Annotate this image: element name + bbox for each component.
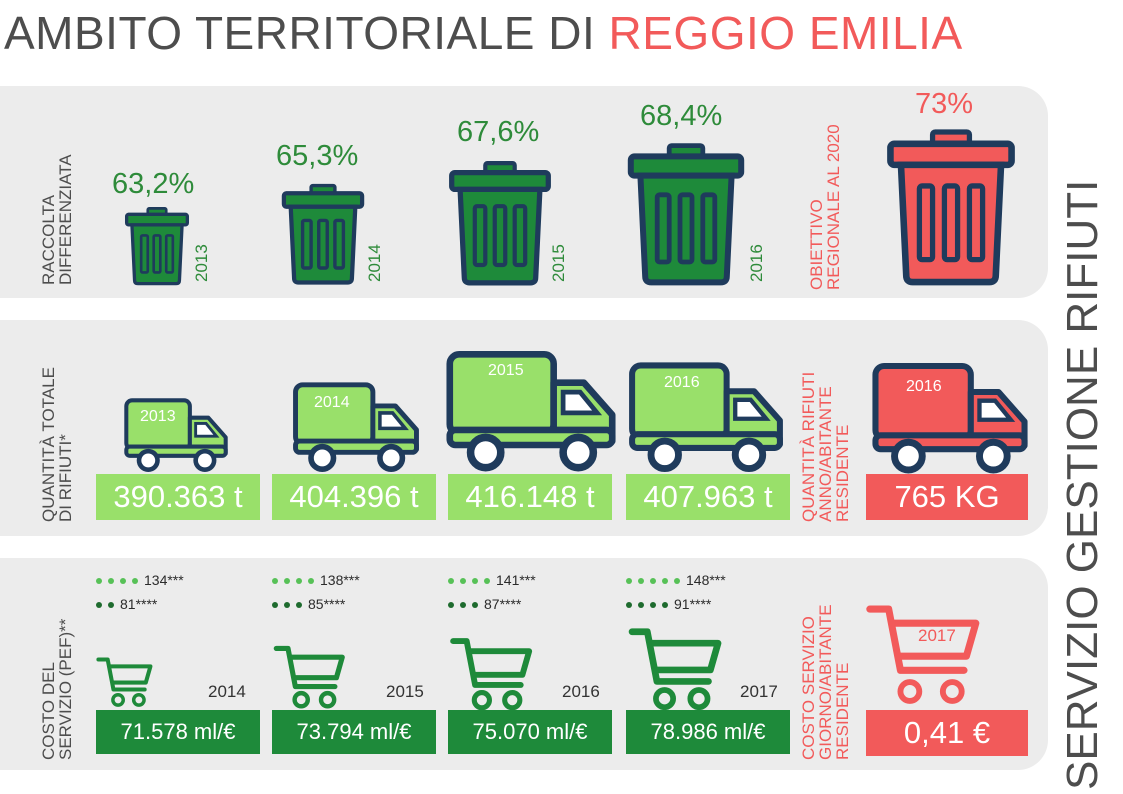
raccolta-year-2014: 2014: [365, 244, 384, 282]
costo-dots-a-2016: 141***: [448, 572, 536, 588]
cart-icon-2016: [450, 638, 533, 711]
quantita-per-capita-label: QUANTITÀ RIFIUTI ANNO/ABITANTE RESIDENTE: [799, 371, 852, 522]
truck-icon-2015: [446, 351, 616, 472]
raccolta-value-2016: 68,4%: [640, 100, 723, 132]
quantita-value-2014: 404.396 t: [272, 474, 436, 520]
truck-icon-2014: [293, 382, 419, 472]
raccolta-value-2014: 65,3%: [276, 140, 359, 172]
costo-value-2015: 73.794 ml/€: [272, 710, 436, 754]
costo-b-2016: 87****: [484, 596, 522, 612]
quantita-value-2016: 407.963 t: [626, 474, 790, 520]
costo-per-day-label: COSTO SERVIZIO GIORNO/ABITANTE RESIDENTE: [799, 604, 852, 760]
raccolta-label: RACCOLTA DIFFERENZIATA: [39, 154, 75, 285]
raccolta-year-2015: 2015: [549, 244, 568, 282]
quantita-year-2015: 2015: [488, 362, 524, 379]
raccolta-year-2013: 2013: [192, 244, 211, 282]
costo-dots-a-2017: 148***: [626, 572, 726, 588]
costo-per-day-value: 0,41 €: [866, 710, 1028, 756]
cart-icon-per-day: [866, 605, 980, 704]
bin-icon-target: [887, 129, 1015, 286]
cart-icon-2014: [96, 657, 153, 707]
costo-value-2017: 78.986 ml/€: [626, 710, 790, 754]
title-highlight: REGGIO EMILIA: [608, 7, 963, 59]
raccolta-value-2015: 67,6%: [457, 116, 540, 148]
costo-b-2017: 91****: [674, 596, 712, 612]
costo-a-2015: 138***: [320, 572, 360, 588]
cart-icon-2015: [273, 645, 345, 709]
quantita-value-2015: 416.148 t: [448, 474, 612, 520]
cart-icon-2017: [628, 628, 722, 711]
costo-a-2016: 141***: [496, 572, 536, 588]
costo-dots-a-2015: 138***: [272, 572, 360, 588]
costo-dots-a-2014: 134***: [96, 572, 184, 588]
quantita-year-2013: 2013: [140, 408, 176, 425]
costo-a-2017: 148***: [686, 572, 726, 588]
page-title: AMBITO TERRITORIALE DI REGGIO EMILIA: [4, 6, 963, 60]
costo-year-2014: 2014: [208, 682, 246, 701]
costo-year-2015: 2015: [386, 682, 424, 701]
truck-icon-2013: [124, 398, 228, 472]
raccolta-year-2016: 2016: [747, 244, 766, 282]
costo-per-day-year: 2017: [918, 626, 956, 645]
quantita-label: QUANTITÀ TOTALE DI RIFIUTI*: [39, 367, 75, 522]
costo-a-2014: 134***: [144, 572, 184, 588]
truck-icon-2016: [629, 362, 783, 472]
raccolta-target-label: OBIETTIVO REGIONALE AL 2020: [807, 124, 843, 290]
bin-icon-2015: [449, 161, 551, 286]
truck-icon-per-capita: [872, 362, 1028, 474]
costo-b-2015: 85****: [308, 596, 346, 612]
costo-dots-b-2014: 81****: [96, 596, 157, 612]
quantita-year-2016: 2016: [664, 374, 700, 391]
bin-icon-2016: [627, 143, 745, 286]
quantita-per-capita-value: 765 KG: [866, 474, 1028, 520]
costo-value-2014: 71.578 ml/€: [96, 710, 260, 754]
raccolta-target-value: 73%: [915, 88, 974, 120]
costo-dots-b-2017: 91****: [626, 596, 711, 612]
costo-year-2016: 2016: [562, 682, 600, 701]
quantita-year-2014: 2014: [314, 394, 350, 411]
title-main: AMBITO TERRITORIALE DI: [4, 7, 596, 59]
costo-year-2017: 2017: [740, 682, 778, 701]
raccolta-value-2013: 63,2%: [112, 168, 195, 200]
bin-icon-2013: [124, 207, 190, 286]
costo-dots-b-2015: 85****: [272, 596, 345, 612]
costo-label: COSTO DEL SERVIZIO (PEF)**: [39, 618, 75, 760]
quantita-per-capita-year: 2016: [906, 378, 942, 395]
bin-icon-2014: [281, 183, 365, 285]
quantita-value-2013: 390.363 t: [96, 474, 260, 520]
costo-value-2016: 75.070 ml/€: [448, 710, 612, 754]
costo-dots-b-2016: 87****: [448, 596, 521, 612]
side-title: SERVIZIO GESTIONE RIFIUTI: [1058, 179, 1107, 790]
costo-b-2014: 81****: [120, 596, 158, 612]
